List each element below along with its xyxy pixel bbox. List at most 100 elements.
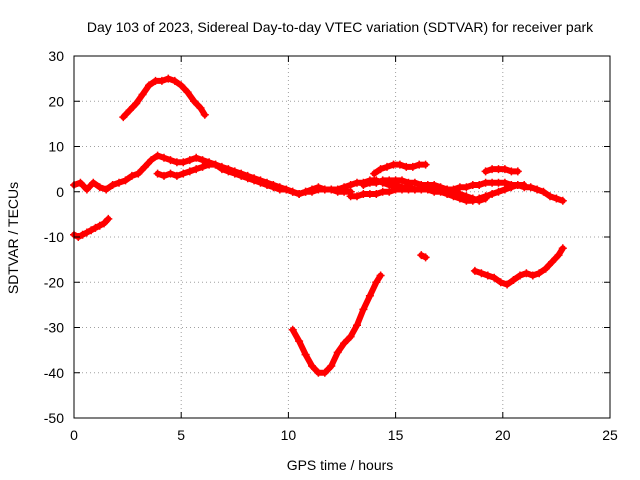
- data-point: [177, 81, 186, 90]
- data-point: [295, 190, 304, 198]
- x-tick-label: 10: [281, 427, 297, 443]
- data-point: [82, 228, 91, 237]
- data-point: [196, 104, 205, 112]
- data-point: [443, 185, 452, 194]
- y-tick-label: -40: [44, 365, 64, 381]
- y-tick-label: 10: [48, 139, 64, 155]
- data-point: [192, 153, 201, 162]
- data-point: [346, 181, 355, 189]
- data-point: [145, 81, 153, 90]
- data-point: [370, 169, 379, 178]
- data-point: [243, 171, 252, 180]
- data-point: [513, 167, 522, 176]
- data-point: [185, 156, 194, 165]
- data-point: [470, 266, 479, 275]
- data-point: [346, 332, 355, 341]
- data-point: [119, 113, 128, 122]
- data-point: [138, 90, 147, 99]
- data-point: [108, 181, 117, 189]
- data-point: [481, 194, 490, 203]
- data-point: [230, 167, 239, 176]
- data-point: [395, 160, 404, 169]
- y-tick-label: -30: [44, 320, 64, 336]
- y-tick-label: 20: [48, 93, 64, 109]
- data-point: [500, 178, 509, 187]
- data-point: [475, 196, 484, 205]
- data-point: [376, 271, 385, 280]
- x-axis-label: GPS time / hours: [287, 457, 394, 473]
- data-point: [179, 158, 188, 167]
- data-point: [490, 273, 499, 282]
- data-point: [198, 156, 207, 165]
- data-point: [200, 110, 209, 119]
- data-point: [179, 169, 188, 178]
- y-tick-label: -20: [44, 274, 64, 290]
- data-point: [385, 187, 394, 196]
- data-point: [288, 325, 297, 334]
- data-point: [160, 153, 168, 162]
- data-point: [104, 214, 113, 223]
- data-point: [353, 192, 361, 201]
- data-point: [166, 156, 175, 165]
- data-point: [132, 99, 141, 108]
- data-point: [376, 165, 385, 174]
- data-point: [308, 187, 316, 196]
- data-point: [541, 264, 550, 273]
- data-point: [100, 219, 108, 228]
- data-point: [121, 176, 130, 185]
- data-point: [327, 185, 336, 194]
- data-point: [153, 151, 162, 160]
- data-point: [166, 169, 175, 178]
- data-point: [301, 350, 310, 359]
- data-point: [224, 165, 233, 174]
- data-point: [340, 339, 349, 348]
- data-point: [500, 165, 509, 174]
- data-point: [164, 74, 173, 83]
- data-point: [192, 165, 201, 174]
- data-point: [481, 167, 490, 176]
- y-axis-label: SDTVAR / TECUs: [5, 182, 21, 294]
- data-point: [552, 194, 561, 203]
- data-point: [333, 348, 342, 357]
- data-point: [372, 178, 381, 187]
- data-point: [539, 187, 548, 196]
- x-tick-label: 25: [602, 427, 618, 443]
- data-point: [250, 174, 259, 183]
- data-point: [353, 321, 361, 330]
- data-point: [308, 362, 316, 370]
- data-point: [546, 192, 554, 201]
- x-tick-label: 20: [495, 427, 511, 443]
- data-point: [147, 156, 156, 165]
- data-point: [421, 253, 430, 262]
- data-point: [288, 187, 297, 196]
- data-point: [78, 230, 87, 239]
- data-point: [153, 169, 162, 178]
- data-point: [198, 162, 207, 171]
- data-point: [172, 171, 181, 180]
- data-point: [503, 280, 512, 289]
- data-point: [275, 183, 284, 192]
- x-tick-label: 0: [70, 427, 78, 443]
- data-point: [417, 251, 426, 260]
- data-point: [455, 190, 464, 198]
- data-point: [496, 278, 505, 287]
- data-point: [211, 160, 220, 169]
- data-point: [462, 183, 471, 192]
- data-point: [365, 291, 374, 300]
- data-point: [522, 269, 531, 278]
- data-point: [157, 76, 166, 85]
- data-point: [125, 106, 134, 115]
- data-point: [516, 271, 524, 280]
- data-point: [295, 337, 304, 346]
- data-point: [95, 221, 104, 230]
- data-point: [449, 187, 458, 196]
- data-point: [102, 185, 111, 194]
- data-point: [140, 162, 149, 171]
- data-point: [483, 271, 492, 280]
- data-point: [398, 176, 406, 185]
- data-point: [160, 171, 168, 180]
- x-tick-label: 15: [388, 427, 404, 443]
- data-point: [554, 251, 563, 260]
